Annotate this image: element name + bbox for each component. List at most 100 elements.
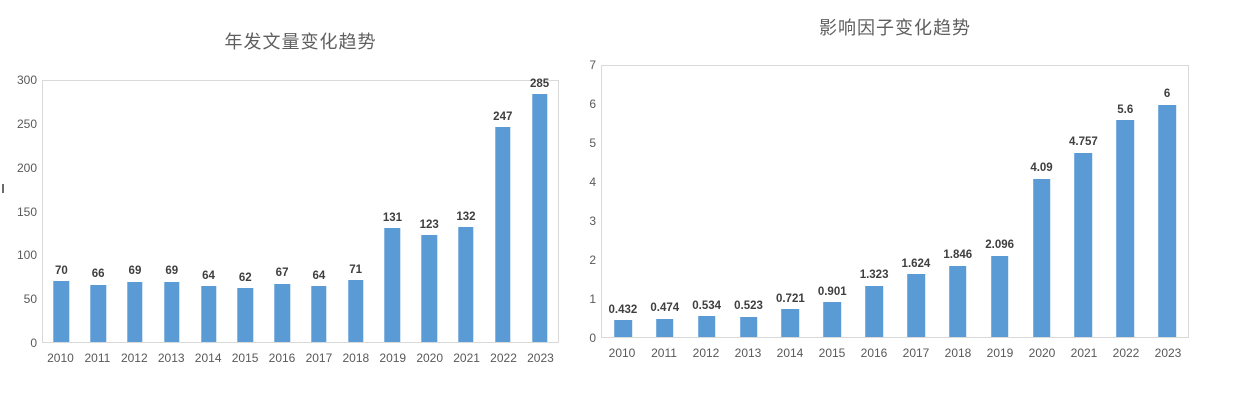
bar-slot: 66 <box>80 81 117 342</box>
bar <box>1074 152 1093 337</box>
bar-value-label: 0.534 <box>692 299 722 312</box>
bar <box>655 318 674 337</box>
bar-slot: 0.721 <box>769 66 811 337</box>
x-tick-label: 2015 <box>231 351 259 365</box>
y-tick-label: 100 <box>16 248 37 263</box>
bar-value-label: 6 <box>1163 88 1171 101</box>
x-tick-label: 2021 <box>1070 346 1098 360</box>
bar-slot: 0.901 <box>811 66 853 337</box>
bar-value-label: 0.523 <box>734 300 763 313</box>
bar <box>1032 178 1051 337</box>
y-tick-label: 4 <box>589 175 596 189</box>
y-tick-label: 50 <box>23 292 37 307</box>
bar <box>949 265 967 337</box>
bar-slot: 285 <box>521 77 558 342</box>
y-axis: 0 1 2 3 4 5 6 7 <box>564 59 601 344</box>
bar-value-label: 66 <box>91 268 105 281</box>
bar-value-label: 131 <box>382 211 403 224</box>
x-tick-label: 2016 <box>860 346 888 360</box>
bar-slot: 1.323 <box>853 66 895 337</box>
x-tick-label: 2018 <box>944 346 972 360</box>
y-tick-label: 300 <box>16 73 37 87</box>
plot-area: 0.432 0.474 0.534 0.523 0.721 0.901 1.323 1.624… <box>601 65 1189 338</box>
bar-slot: 6 <box>1146 66 1188 337</box>
chart-title-publications: 年发文量变化趋势 <box>224 32 377 52</box>
x-tick-label: 2020 <box>416 351 444 365</box>
bar-value-label: 70 <box>54 264 68 277</box>
x-tick-label: 2018 <box>342 351 370 365</box>
x-tick-label: 2022 <box>1112 346 1140 360</box>
bar <box>53 281 70 342</box>
bar-value-label: 0.721 <box>775 292 805 305</box>
bar-slot: 123 <box>411 81 448 342</box>
x-tick-label: 2012 <box>120 351 148 365</box>
bar <box>990 255 1009 337</box>
bar-value-label: 64 <box>312 269 326 282</box>
bar <box>614 320 632 337</box>
x-tick-label: 2021 <box>453 351 480 365</box>
bar-value-label: 132 <box>456 210 476 223</box>
bar <box>90 284 106 342</box>
bar-slot: 0.523 <box>728 66 770 337</box>
x-tick-label: 2017 <box>305 351 333 365</box>
bar-value-label: 69 <box>128 265 142 278</box>
y-tick-label: 200 <box>16 160 37 175</box>
bar <box>458 227 474 342</box>
bar-value-label: 4.757 <box>1068 136 1098 149</box>
plot-area: 70 66 69 69 64 62 67 64 71 131 123 132 247 285 <box>42 77 559 343</box>
bar <box>274 283 290 342</box>
bar-value-label: 247 <box>493 110 513 123</box>
bar <box>781 309 800 337</box>
bar <box>697 316 716 337</box>
bar-value-label: 2.096 <box>985 239 1015 252</box>
bar-slot: 5.6 <box>1104 66 1146 337</box>
bar-slot: 0.534 <box>686 66 728 337</box>
bar-value-label: 4.09 <box>1030 162 1053 175</box>
y-tick-label: 1 <box>589 292 596 306</box>
x-tick-label: 2012 <box>692 346 720 360</box>
x-tick-label: 2019 <box>379 351 407 365</box>
x-tick-label: 2010 <box>47 351 74 365</box>
bar <box>865 285 883 337</box>
y-tick-label: 250 <box>16 116 37 131</box>
bar-slot: 71 <box>337 81 374 342</box>
x-tick-label: 2013 <box>157 351 185 365</box>
y-tick-label: 0 <box>30 336 37 350</box>
bar <box>200 286 217 342</box>
bar <box>421 235 437 342</box>
y-tick-label: 150 <box>16 204 37 219</box>
bar-slot: 131 <box>374 81 411 342</box>
y-tick-label: 0 <box>589 331 596 345</box>
bar-slot: 70 <box>43 81 80 342</box>
bar-value-label: 0.474 <box>650 302 680 315</box>
bar <box>164 281 180 342</box>
bar <box>384 228 401 342</box>
bar <box>1158 104 1176 337</box>
chart-title-impact-factor: 影响因子变化趋势 <box>819 18 971 38</box>
bar-slot: 69 <box>117 81 154 342</box>
x-tick-label: 2020 <box>1028 346 1056 360</box>
x-tick-label: 2017 <box>902 346 930 360</box>
bar-value-label: 64 <box>202 269 215 282</box>
bar <box>311 286 327 342</box>
x-axis: 2010 2011 2012 2013 2014 2015 2016 2017 2018 2019… <box>601 346 1189 360</box>
x-tick-label: 2016 <box>268 351 296 365</box>
bar-slot: 62 <box>227 81 264 342</box>
bar-value-label: 1.323 <box>859 269 889 282</box>
bar-value-label: 67 <box>275 267 289 280</box>
x-tick-label: 2019 <box>986 346 1014 360</box>
bar-value-label: 71 <box>349 263 363 276</box>
bar-value-label: 123 <box>419 218 439 231</box>
y-axis-title-artifact <box>2 184 4 193</box>
bar-slot: 1.624 <box>895 66 937 337</box>
x-tick-label: 2022 <box>490 351 517 365</box>
bar-slot: 4.757 <box>1062 66 1104 337</box>
bar-value-label: 1.624 <box>901 257 931 270</box>
bar-value-label: 1.846 <box>943 249 973 262</box>
x-tick-label: 2023 <box>1154 346 1182 360</box>
bar-value-label: 285 <box>529 77 550 90</box>
bar-value-label: 0.432 <box>608 303 638 316</box>
bar-slot: 2.096 <box>979 66 1021 337</box>
x-tick-label: 2013 <box>734 346 762 360</box>
